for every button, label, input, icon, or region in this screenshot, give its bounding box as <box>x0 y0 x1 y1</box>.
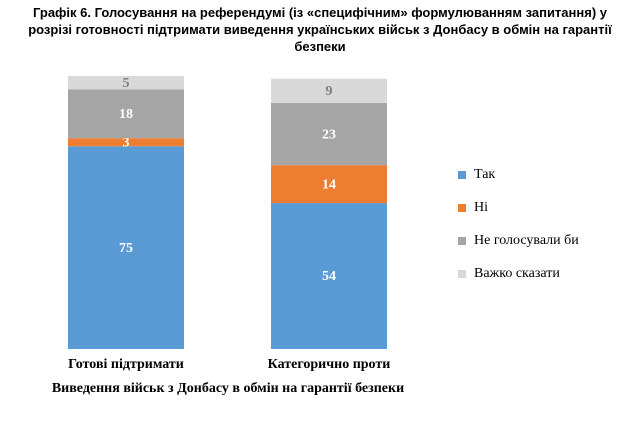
legend-swatch <box>458 237 466 245</box>
x-axis-title: Виведення військ з Донбасу в обмін на га… <box>51 381 405 396</box>
legend-label: Ні <box>474 200 488 215</box>
data-label: 9 <box>326 84 333 99</box>
bar-segment <box>68 76 184 90</box>
bar-segment <box>68 138 184 147</box>
x-tick-label: Готові підтримати <box>68 357 184 372</box>
legend-label: Так <box>474 167 495 182</box>
data-label: 23 <box>322 127 336 142</box>
data-label: 75 <box>119 241 133 256</box>
legend-swatch <box>458 171 466 179</box>
data-label: 3 <box>123 135 130 150</box>
bar-segment <box>271 78 387 104</box>
legend-swatch <box>458 270 466 278</box>
bar-segment <box>271 165 387 204</box>
data-label: 54 <box>322 269 336 284</box>
data-label: 14 <box>322 177 336 192</box>
x-tick-label: Категорично проти <box>268 357 391 372</box>
legend-swatch <box>458 204 466 212</box>
bar-segment <box>68 89 184 139</box>
bar-segment <box>68 146 184 349</box>
bar-segment <box>271 103 387 166</box>
bar-segment <box>271 203 387 349</box>
legend-label: Важко сказати <box>474 266 560 281</box>
data-label: 18 <box>119 107 133 122</box>
chart-title: Графік 6. Голосування на референдумі (із… <box>28 5 612 54</box>
legend-label: Не голосували би <box>474 233 579 248</box>
data-label: 5 <box>123 76 130 91</box>
